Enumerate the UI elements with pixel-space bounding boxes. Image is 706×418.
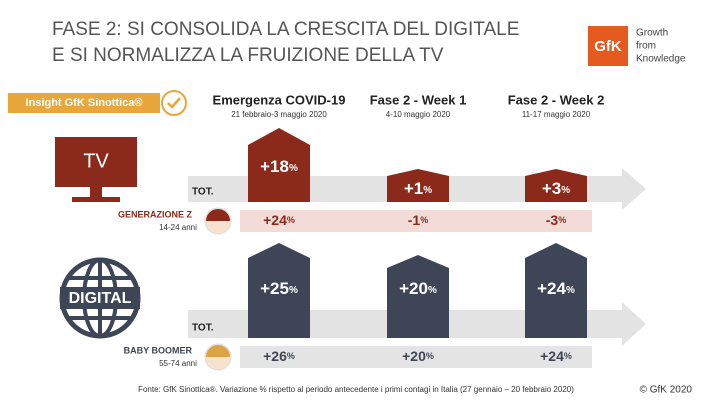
segment-number: +24 xyxy=(263,212,287,228)
segment-unit: % xyxy=(287,215,295,225)
house-bar xyxy=(525,243,587,338)
segment-number: -3 xyxy=(546,212,559,228)
segment-value: -1% xyxy=(408,212,428,228)
segment-value: +24% xyxy=(263,212,295,228)
digital-box xyxy=(60,287,140,309)
digital-label: DIGITAL xyxy=(69,290,132,307)
segment-name: BABY BOOMER xyxy=(124,345,193,355)
segment-unit: % xyxy=(564,351,572,361)
column-dates: 21 febbraio-3 maggio 2020 xyxy=(231,110,327,119)
column-dates: 11-17 maggio 2020 xyxy=(522,110,591,119)
segment-value: +20% xyxy=(402,348,434,364)
total-value: +3% xyxy=(542,179,570,198)
total-value: +24% xyxy=(537,279,575,298)
total-number: +18 xyxy=(260,157,289,176)
total-label: TOT. xyxy=(192,187,214,198)
title: E SI NORMALIZZA LA FRUIZIONE DELLA TV xyxy=(52,45,444,66)
column-title: Emergenza COVID-19 xyxy=(213,92,346,107)
tagline: Knowledge xyxy=(636,54,686,65)
tv-stand xyxy=(90,187,102,197)
total-number: +1 xyxy=(404,179,423,198)
column-title: Fase 2 - Week 1 xyxy=(370,92,467,107)
avatar-hair xyxy=(206,209,230,221)
total-number: +3 xyxy=(542,179,561,198)
segment-unit: % xyxy=(287,351,295,361)
segment-ages: 14-24 anni xyxy=(159,223,197,232)
total-unit: % xyxy=(428,285,437,296)
badge xyxy=(8,93,160,113)
segment-number: +24 xyxy=(540,348,564,364)
badge-check xyxy=(167,97,181,109)
segment-unit: % xyxy=(558,215,566,225)
house-bar xyxy=(387,169,449,202)
segment-value: -3% xyxy=(546,212,566,228)
total-number: +24 xyxy=(537,279,566,298)
column-title: Fase 2 - Week 2 xyxy=(508,92,605,107)
house-bar xyxy=(525,169,587,202)
segment-unit: % xyxy=(426,351,434,361)
segment-band xyxy=(240,346,592,368)
total-number: +20 xyxy=(399,279,428,298)
segment-value: +24% xyxy=(540,348,572,364)
title: FASE 2: SI CONSOLIDA LA CRESCITA DEL DIG… xyxy=(52,19,519,40)
house-bar xyxy=(248,243,310,338)
segment-number: +26 xyxy=(263,348,287,364)
tv-label: TV xyxy=(83,150,109,172)
total-value: +1% xyxy=(404,179,432,198)
house-bar xyxy=(387,255,449,338)
logo-box xyxy=(588,26,628,66)
total-value: +18% xyxy=(260,157,298,176)
segment-name: GENERAZIONE Z xyxy=(118,209,193,219)
total-unit: % xyxy=(289,163,298,174)
segment-band xyxy=(240,210,592,232)
tagline: Growth xyxy=(636,28,668,39)
house-bar xyxy=(248,128,310,202)
source: Fonte: GfK Sinottica®. Variazione % risp… xyxy=(138,385,574,394)
segment-number: +20 xyxy=(402,348,426,364)
tagline: from xyxy=(636,41,656,52)
segment-unit: % xyxy=(420,215,428,225)
total-unit: % xyxy=(566,285,575,296)
segment-value: +26% xyxy=(263,348,295,364)
total-unit: % xyxy=(423,185,432,196)
total-unit: % xyxy=(289,285,298,296)
logo: GfK xyxy=(594,38,622,55)
badge-text: Insight GfK Sinottica® xyxy=(26,97,143,109)
total-value: +25% xyxy=(260,279,298,298)
column-dates: 4-10 maggio 2020 xyxy=(386,110,451,119)
total-number: +25 xyxy=(260,279,289,298)
tv-stand xyxy=(72,197,120,202)
total-unit: % xyxy=(561,185,570,196)
segment-number: -1 xyxy=(408,212,421,228)
total-value: +20% xyxy=(399,279,437,298)
avatar-hair xyxy=(206,345,230,357)
tv-icon xyxy=(55,137,137,187)
segment-ages: 55-74 anni xyxy=(159,359,197,368)
total-label: TOT. xyxy=(192,323,214,334)
copyright: © GfK 2020 xyxy=(640,385,693,396)
